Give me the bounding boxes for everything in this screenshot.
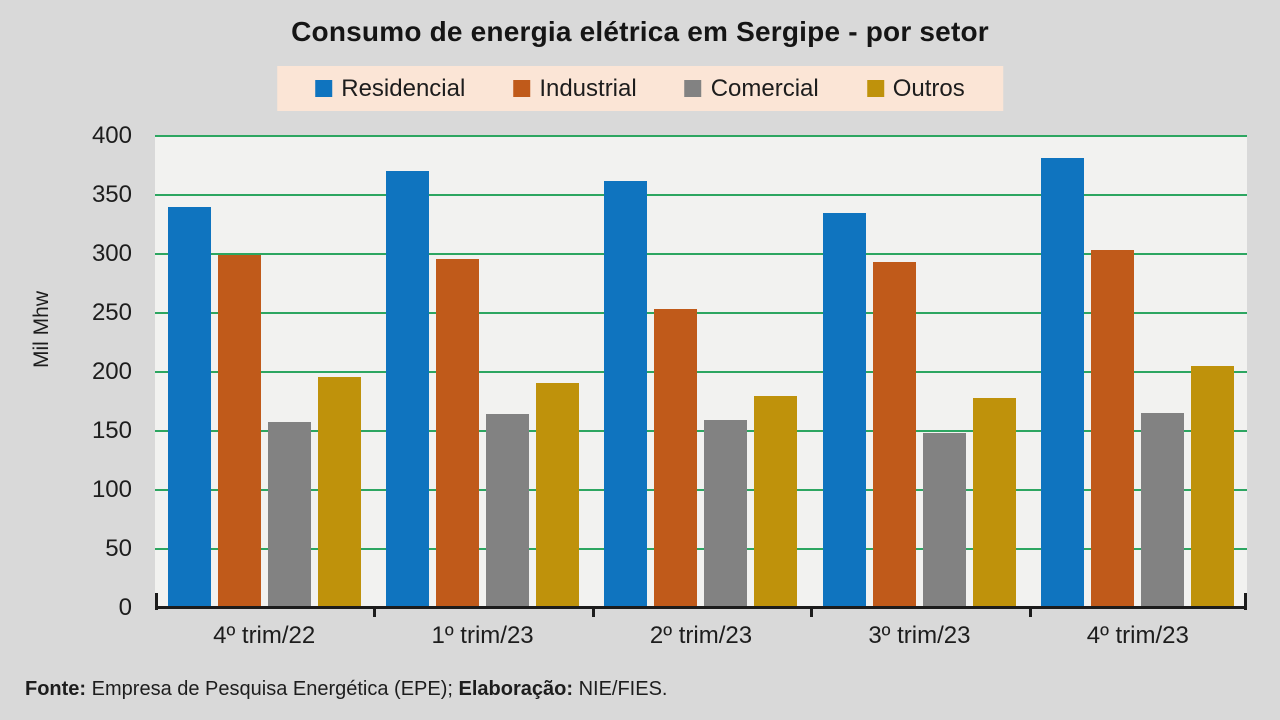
source-note: Fonte: Empresa de Pesquisa Energética (E… (25, 678, 667, 701)
y-axis-tick-label: 50 (105, 535, 132, 562)
bar-comercial (922, 433, 966, 608)
legend-item-residencial: Residencial (315, 75, 465, 103)
y-axis-title: Mil Mhw (30, 291, 53, 369)
x-axis-tick (1028, 608, 1032, 617)
elaboration-label: Elaboração: (458, 678, 573, 700)
y-axis-tick-label: 400 (91, 122, 132, 149)
bar-group-3 (592, 136, 810, 608)
legend: Residencial Industrial Comercial Outros (277, 66, 1003, 111)
bar-group-1 (155, 136, 373, 608)
x-axis-tick (155, 593, 158, 610)
x-axis-line (155, 606, 1247, 609)
legend-label: Outros (892, 74, 965, 102)
source-label: Fonte: (25, 678, 87, 700)
y-axis-tick-label: 100 (91, 476, 132, 503)
legend-item-outros: Outros (866, 74, 965, 103)
y-axis-tick-label: 0 (118, 594, 132, 621)
legend-item-comercial: Comercial (684, 74, 819, 103)
plot-area (155, 135, 1247, 617)
elaboration-text: NIE/FIES. (578, 678, 668, 700)
legend-label: Residencial (341, 74, 466, 102)
bar-comercial (1141, 413, 1185, 608)
bar-comercial (704, 420, 748, 608)
bar-group-2 (373, 136, 591, 608)
x-axis-label: 2º trim/23 (649, 622, 753, 649)
bar-comercial (267, 421, 311, 608)
bar-comercial (486, 414, 530, 608)
y-axis-tick-label: 150 (91, 417, 132, 444)
bar-residencial (386, 171, 430, 608)
chart-title: Consumo de energia elétrica em Sergipe -… (291, 16, 989, 47)
x-axis-label: 3º trim/23 (868, 622, 971, 649)
bar-outros (972, 397, 1016, 608)
legend-swatch-icon (866, 80, 884, 97)
gridline (155, 312, 1247, 314)
legend-item-industrial: Industrial (513, 74, 637, 103)
legend-swatch-icon (684, 80, 702, 97)
legend-label: Comercial (710, 74, 819, 102)
x-axis-tick (591, 608, 595, 617)
x-axis-label: 4º trim/23 (1086, 622, 1189, 649)
gridline (155, 548, 1247, 550)
bar-industrial (1091, 250, 1135, 608)
gridline (155, 253, 1247, 255)
y-axis-tick-label: 350 (91, 181, 132, 208)
y-axis-tick-label: 300 (91, 240, 132, 267)
bar-group-4 (810, 136, 1028, 608)
bar-residencial (167, 206, 211, 608)
bar-outros (317, 376, 361, 608)
bar-outros (754, 395, 798, 608)
x-axis-label: 4º trim/22 (213, 622, 316, 649)
source-text: Empresa de Pesquisa Energética (EPE); (91, 678, 453, 700)
bar-residencial (604, 180, 648, 608)
legend-swatch-icon (513, 80, 531, 97)
y-axis-tick-label: 200 (91, 358, 132, 385)
bar-outros (536, 382, 580, 608)
gridline (155, 489, 1247, 491)
bar-industrial (436, 258, 480, 608)
gridline (155, 371, 1247, 373)
gridline (155, 135, 1247, 137)
bar-residencial (1041, 158, 1085, 608)
bar-outros (1191, 366, 1235, 608)
bar-industrial (872, 262, 916, 608)
y-axis-tick-label: 250 (91, 299, 132, 326)
gridline (155, 430, 1247, 432)
gridline (155, 194, 1247, 196)
x-axis-tick (1244, 593, 1247, 610)
x-axis-tick (373, 608, 377, 617)
legend-swatch-icon (315, 80, 333, 97)
bar-industrial (217, 255, 261, 608)
legend-label: Industrial (539, 74, 637, 102)
x-axis-tick (810, 608, 814, 617)
bar-industrial (654, 309, 698, 608)
bar-residencial (822, 212, 866, 608)
bar-group-5 (1029, 136, 1247, 608)
x-axis-label: 1º trim/23 (431, 622, 534, 649)
